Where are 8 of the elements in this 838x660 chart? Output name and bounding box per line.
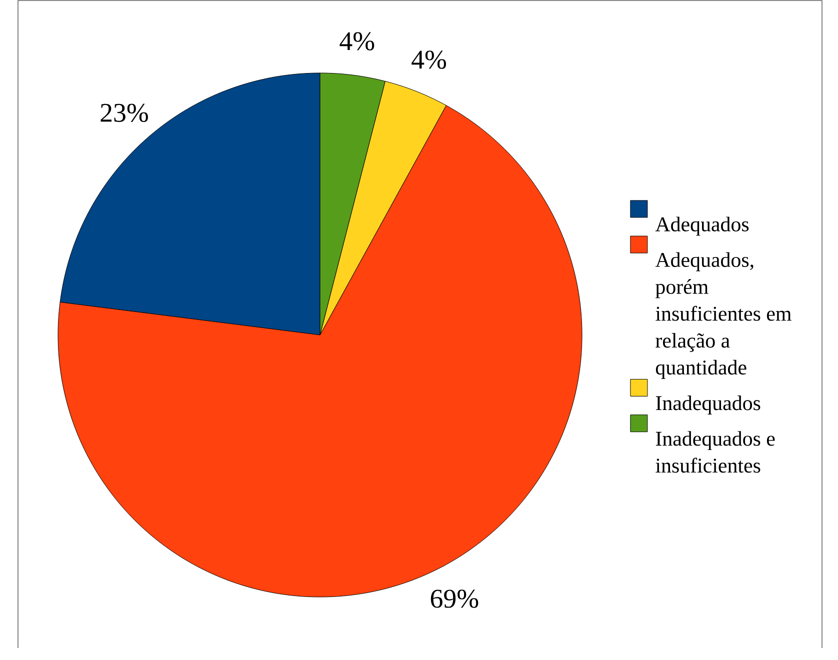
legend-label: Inadequados (656, 395, 760, 414)
data-label: 23% (100, 104, 148, 122)
legend-label: Adequados (655, 216, 749, 236)
legend-label: Inadequados e insuficientes (656, 431, 775, 473)
data-label: 4% (412, 50, 446, 69)
legend-label: Adequados, porém insuficientes em relação a quantidade (655, 252, 792, 379)
data-label: 69% (430, 590, 478, 608)
data-label: 4% (340, 32, 374, 50)
